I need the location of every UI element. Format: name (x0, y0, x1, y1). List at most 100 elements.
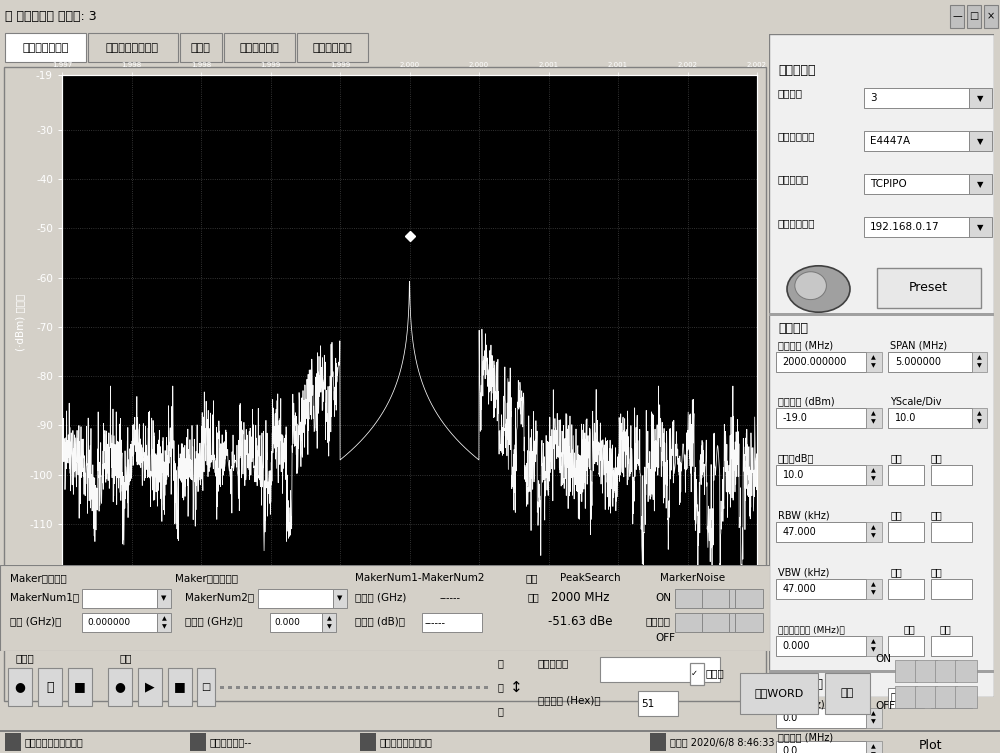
Bar (776, 741, 866, 753)
Text: ▲: ▲ (871, 412, 876, 416)
Bar (866, 408, 882, 428)
Text: ------: ------ (440, 593, 461, 602)
Bar (396, 686, 400, 690)
Bar (888, 465, 924, 485)
Bar (955, 686, 977, 709)
Text: ●: ● (115, 681, 125, 694)
Bar (228, 686, 232, 690)
Text: ▲: ▲ (871, 355, 876, 361)
Text: ▲: ▲ (871, 526, 876, 531)
Bar (740, 673, 818, 714)
Bar (931, 523, 972, 542)
Text: ▼: ▼ (977, 93, 984, 102)
Text: 软件状态：频道监视: 软件状态：频道监视 (380, 737, 433, 747)
Bar (82, 613, 157, 633)
Bar (190, 733, 206, 751)
Bar (340, 686, 344, 690)
Bar (888, 688, 924, 708)
Text: 频率差 (GHz)：: 频率差 (GHz)： (185, 616, 243, 626)
Text: 带内功率: 带内功率 (645, 616, 670, 626)
Bar (268, 686, 272, 690)
Bar (444, 686, 448, 690)
Text: ▲: ▲ (871, 468, 876, 474)
Text: ▼: ▼ (871, 719, 876, 724)
Text: 5.000000: 5.000000 (895, 357, 941, 367)
Text: E4447A: E4447A (870, 136, 910, 146)
Bar (675, 589, 703, 608)
Bar (866, 708, 882, 727)
Text: TCPIPO: TCPIPO (870, 179, 907, 189)
Text: ▲: ▲ (977, 412, 982, 416)
Bar (935, 686, 957, 709)
Bar (82, 589, 157, 608)
Bar (776, 352, 866, 372)
Bar (284, 686, 288, 690)
Text: 自动: 自动 (891, 511, 902, 520)
Bar (866, 523, 882, 542)
Bar (436, 686, 440, 690)
Bar (866, 579, 882, 599)
Bar (888, 352, 972, 372)
Bar (888, 579, 924, 599)
Bar (258, 589, 333, 608)
Bar (729, 589, 757, 608)
Bar (252, 686, 256, 690)
Bar (224, 33, 295, 62)
Text: 中: 中 (498, 682, 504, 692)
Bar (220, 686, 224, 690)
Text: YScale/Div: YScale/Div (891, 397, 942, 407)
Text: ✓: ✓ (690, 669, 698, 678)
Bar (675, 613, 703, 633)
Text: Preset: Preset (909, 281, 948, 294)
Text: ↕: ↕ (510, 679, 522, 694)
Text: 3: 3 (870, 93, 877, 103)
Bar (866, 741, 882, 753)
Text: 稳定: 稳定 (525, 573, 538, 583)
Text: ■: ■ (174, 681, 186, 694)
Bar (420, 686, 424, 690)
Bar (866, 636, 882, 656)
Bar (157, 613, 171, 633)
Text: □: □ (201, 682, 211, 692)
Bar (276, 686, 280, 690)
Bar (68, 668, 92, 706)
Bar (888, 523, 924, 542)
Bar (935, 660, 957, 682)
Text: 存储回放目录: 存储回放目录 (240, 43, 279, 53)
Text: MakerNum1-MakerNum2: MakerNum1-MakerNum2 (355, 573, 484, 583)
Text: ▲: ▲ (871, 583, 876, 587)
Text: 新格式: 新格式 (706, 669, 725, 678)
Text: 频率 (GHz)：: 频率 (GHz)： (10, 616, 61, 626)
Bar (324, 686, 328, 690)
Text: 呼 频谱分析仪 资源号: 3: 呼 频谱分析仪 资源号: 3 (5, 10, 97, 23)
Bar (729, 613, 757, 633)
Bar (776, 408, 866, 428)
Bar (969, 175, 992, 194)
Bar (776, 465, 866, 485)
Bar (600, 657, 720, 682)
Bar (348, 686, 352, 690)
Text: 手动: 手动 (931, 511, 943, 520)
Bar (308, 686, 312, 690)
Bar (412, 686, 416, 690)
Bar (969, 88, 992, 108)
X-axis label: 频率 (GHz): 频率 (GHz) (384, 592, 435, 605)
Text: 手动: 手动 (931, 568, 943, 578)
Text: 2000 MHz: 2000 MHz (551, 591, 609, 604)
Text: 频率差 (GHz): 频率差 (GHz) (355, 593, 406, 602)
Text: ▼: ▼ (977, 419, 982, 425)
Text: 录制中: 录制中 (15, 654, 34, 663)
Text: ▲: ▲ (871, 712, 876, 716)
Bar (864, 218, 969, 237)
Bar (297, 33, 368, 62)
Text: ▼: ▼ (977, 223, 984, 232)
Bar (260, 686, 264, 690)
Text: ▲: ▲ (327, 616, 331, 621)
Text: 关闭: 关闭 (904, 624, 916, 635)
Text: 192.168.0.17: 192.168.0.17 (870, 222, 940, 233)
Bar (380, 686, 384, 690)
Text: 47.000: 47.000 (782, 527, 816, 537)
Bar (776, 523, 866, 542)
Bar (866, 465, 882, 485)
Text: Maker坐标输入: Maker坐标输入 (10, 573, 67, 583)
